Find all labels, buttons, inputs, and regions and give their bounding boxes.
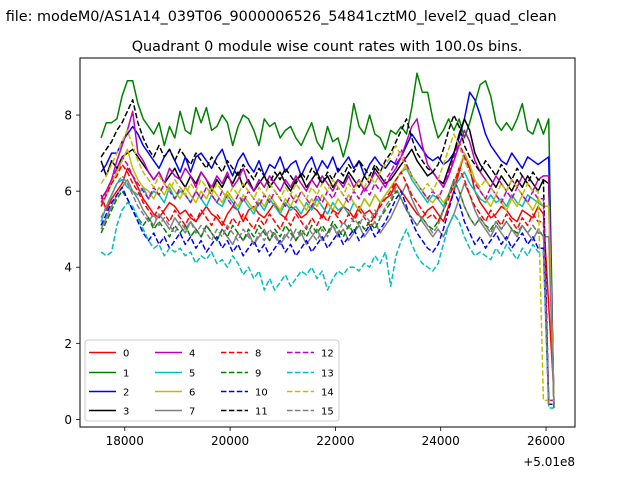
legend-label-10: 10 bbox=[255, 388, 268, 399]
legend-box bbox=[84, 339, 340, 422]
series-line-13 bbox=[100, 201, 554, 409]
series-line-2 bbox=[100, 91, 555, 405]
legend-label-9: 9 bbox=[255, 369, 261, 380]
y-tick-label: 0 bbox=[64, 413, 72, 427]
y-tick-label: 6 bbox=[64, 185, 72, 199]
series-line-1 bbox=[100, 72, 555, 409]
plot-area bbox=[100, 72, 555, 409]
x-tick-label: 22000 bbox=[316, 434, 354, 448]
x-tick-label: 20000 bbox=[211, 434, 249, 448]
x-axis: 18000 20000 22000 24000 26000 bbox=[106, 427, 565, 448]
y-tick-label: 8 bbox=[64, 109, 72, 123]
series-line-14 bbox=[100, 129, 554, 402]
legend-label-3: 3 bbox=[123, 407, 129, 418]
legend-label-13: 13 bbox=[321, 369, 334, 380]
chart-title: Quadrant 0 module wise count rates with … bbox=[132, 39, 523, 55]
x-tick-label: 26000 bbox=[527, 434, 565, 448]
y-tick-label: 2 bbox=[64, 337, 72, 351]
legend-label-2: 2 bbox=[123, 388, 129, 399]
series-line-5 bbox=[100, 167, 555, 401]
series-line-10 bbox=[100, 186, 554, 405]
legend-label-11: 11 bbox=[255, 407, 268, 418]
x-offset-label: +5.01e8 bbox=[523, 455, 575, 469]
legend-label-14: 14 bbox=[321, 388, 334, 399]
legend-label-4: 4 bbox=[189, 349, 195, 360]
legend-label-5: 5 bbox=[189, 369, 195, 380]
legend-label-6: 6 bbox=[189, 388, 195, 399]
figure-suptitle: n file: modeM0/AS1A14_039T06_9000006526_… bbox=[0, 9, 557, 25]
legend-label-0: 0 bbox=[123, 349, 129, 360]
series-line-3 bbox=[100, 118, 555, 405]
series-line-15 bbox=[100, 175, 554, 405]
legend-label-1: 1 bbox=[123, 369, 129, 380]
legend-label-12: 12 bbox=[321, 349, 334, 360]
legend-label-7: 7 bbox=[189, 407, 195, 418]
series-line-8 bbox=[100, 163, 554, 402]
y-tick-label: 4 bbox=[64, 261, 72, 275]
series-line-11 bbox=[100, 99, 554, 405]
axes-frame bbox=[79, 57, 576, 428]
legend-label-8: 8 bbox=[255, 349, 261, 360]
legend-label-15: 15 bbox=[321, 407, 334, 418]
x-tick-label: 24000 bbox=[422, 434, 460, 448]
x-tick-label: 18000 bbox=[106, 434, 144, 448]
y-axis: 0 2 4 6 8 bbox=[64, 109, 80, 427]
